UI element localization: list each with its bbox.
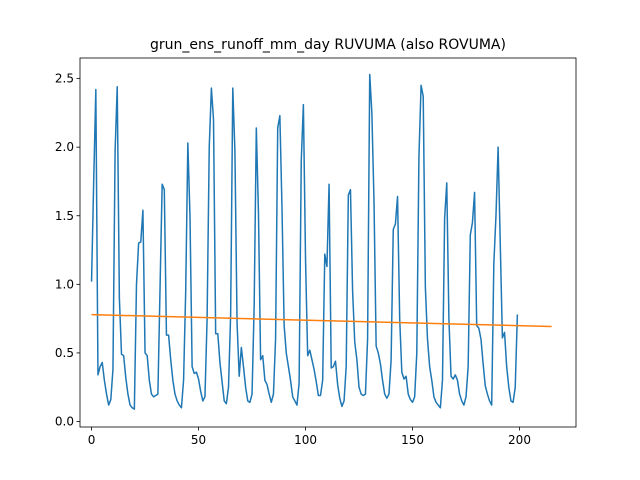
y-tick-label: 0.0: [55, 415, 74, 429]
y-tick-label: 0.5: [55, 346, 74, 360]
axes-layer: 0 50 100 150 200 0.0 0.5 1.0 1.5 2.0 2.5: [55, 72, 531, 447]
series-line-1: [90, 73, 519, 410]
y-tick-label: 1.5: [55, 209, 74, 223]
chart-title: grun_ens_runoff_mm_day RUVUMA (also ROVU…: [150, 37, 506, 53]
x-tick-label: 200: [508, 433, 531, 447]
x-tick-label: 50: [191, 433, 206, 447]
y-tick-label: 1.0: [55, 277, 74, 291]
x-tick-label: 100: [294, 433, 317, 447]
x-tick-label: 0: [88, 433, 96, 447]
x-tick-label: 150: [401, 433, 424, 447]
plot-series-layer: [90, 73, 552, 410]
series-line-2: [91, 313, 552, 328]
y-tick-label: 2.0: [55, 140, 74, 154]
y-tick-label: 2.5: [55, 72, 74, 86]
plot-frame: [79, 57, 577, 428]
